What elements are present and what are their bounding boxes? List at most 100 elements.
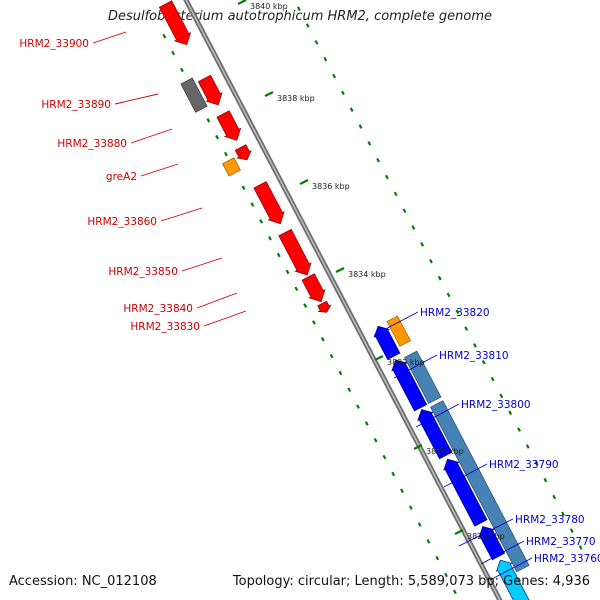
gene-HRM2_33760-arrow [495, 559, 530, 600]
genome-summary-text: Topology: circular; Length: 5,589,073 bp… [232, 574, 590, 589]
guide-line-left-dash [294, 286, 299, 292]
guide-line-left-dash [373, 438, 378, 443]
leader-line-right [458, 518, 514, 547]
scale-tick-label: 3840 kbp [250, 2, 288, 11]
guide-line-right-dash [332, 73, 336, 79]
guide-line-left-dash [179, 67, 184, 73]
guide-line-left-dash [215, 134, 220, 140]
gene-HRM2_33780-arrow [478, 526, 506, 561]
gene-label-HRM2_33780[interactable]: HRM2_33780 [515, 514, 585, 526]
scale-guides [162, 6, 583, 595]
guide-line-left-dash [320, 336, 325, 342]
guide-line-left-dash [276, 252, 281, 258]
rna-gene-box [222, 157, 241, 177]
cds-track-HRM2_33800 [404, 350, 442, 404]
gene-HRM2_33850-arrow [278, 228, 312, 276]
scale-tick-label: 3838 kbp [277, 94, 315, 103]
gene-greA2-arrow [234, 144, 252, 161]
gene-label-HRM2_33840[interactable]: HRM2_33840 [123, 303, 193, 315]
guide-line-left-dash [382, 454, 387, 460]
guide-line-right-dash [552, 494, 557, 500]
leader-line-left [160, 207, 203, 222]
guide-line-left-dash [171, 50, 175, 56]
guide-line-left-dash [268, 235, 272, 241]
gene-pseudo-box [180, 77, 208, 113]
guide-line-right-dash [358, 124, 363, 129]
genome-backbone [183, 0, 503, 600]
leader-line-right [373, 311, 419, 336]
guide-line-left-dash [426, 539, 431, 544]
gene-HRM2_33840-arrow [301, 273, 326, 303]
gene-HRM2_33860-arrow [253, 181, 285, 225]
guide-line-left-dash [206, 118, 211, 123]
gene-label-HRM2_33850[interactable]: HRM2_33850 [108, 266, 178, 278]
guide-line-right-dash [481, 359, 486, 365]
scale-tick-mark [454, 529, 464, 535]
guide-line-right-dash [393, 191, 398, 197]
guide-line-right-dash [473, 343, 477, 348]
guide-line-left-dash [259, 219, 264, 224]
backbone-highlight [185, 0, 501, 600]
guide-line-right-dash [420, 242, 425, 247]
scale-tick-mark [374, 355, 384, 361]
gene-label-HRM2_33890[interactable]: HRM2_33890 [41, 99, 111, 111]
guide-line-right-dash [376, 157, 381, 163]
guide-line-right-dash [367, 141, 372, 146]
scale-tick-mark [299, 179, 309, 185]
guide-line-right-dash [508, 410, 513, 416]
leader-line-right [415, 403, 460, 428]
guide-line-left-dash [224, 151, 228, 157]
guide-line-right-dash [517, 427, 521, 432]
scale-tick-label: 3830 kbp [426, 447, 464, 456]
gene-label-HRM2_33760[interactable]: HRM2_33760 [534, 553, 600, 565]
guide-line-right-dash [578, 545, 583, 550]
leader-line-right [393, 354, 438, 379]
gene-label-HRM2_33810[interactable]: HRM2_33810 [439, 350, 509, 362]
guide-line-left-dash [356, 404, 360, 409]
guide-line-left-dash [408, 505, 413, 510]
leader-line-left [140, 163, 179, 177]
cds-track-HRM2_33790 [430, 400, 530, 573]
leader-line-left [196, 292, 238, 309]
gene-HRM2_33880-arrow [216, 110, 242, 141]
guide-line-right-dash [543, 477, 548, 483]
leader-line-right [480, 540, 525, 565]
guide-line-left-dash [303, 303, 308, 308]
guide-line-left-dash [400, 488, 404, 494]
gene-label-HRM2_33830[interactable]: HRM2_33830 [130, 321, 200, 333]
guide-line-right-dash [525, 444, 530, 449]
gene-label-HRM2_33790[interactable]: HRM2_33790 [489, 459, 559, 471]
scale-ticks: 3840 kbp 3838 kbp 3836 kbp 3834 kbp 3832 kbp… [237, 0, 505, 541]
guide-line-right-dash [385, 174, 389, 180]
accession-text: Accession: NC_012108 [9, 574, 157, 589]
guide-line-right-dash [305, 23, 310, 28]
guide-line-left-dash [241, 185, 246, 191]
gene-label-greA2[interactable]: greA2 [106, 171, 137, 183]
guide-line-left-dash [329, 353, 334, 359]
gene-label-HRM2_33860[interactable]: HRM2_33860 [87, 216, 157, 228]
guide-line-right-dash [429, 258, 433, 264]
gene-label-HRM2_33770[interactable]: HRM2_33770 [526, 536, 596, 548]
scale-tick-label: 3834 kbp [348, 270, 386, 279]
gene-label-HRM2_33800[interactable]: HRM2_33800 [461, 399, 531, 411]
gene-HRM2_33830-arrow [317, 300, 332, 313]
guide-line-right-dash [464, 326, 469, 331]
leader-line-left [130, 128, 173, 144]
scale-tick-label: 3828 kbp [467, 532, 505, 541]
guide-line-right-dash [437, 275, 442, 281]
guide-line-right-dash [569, 528, 574, 533]
gene-label-HRM2_33820[interactable]: HRM2_33820 [420, 307, 490, 319]
guide-line-left-dash [417, 522, 422, 527]
gene-HRM2_33810-arrow [391, 359, 428, 412]
guide-line-left-dash [312, 320, 316, 325]
guide-line-left-dash [364, 421, 369, 426]
gene-label-HRM2_33900[interactable]: HRM2_33900 [19, 38, 89, 50]
guide-line-left-dash [338, 370, 343, 376]
leader-line-right [443, 463, 488, 488]
gene-features [158, 0, 530, 600]
guide-line-left-dash [391, 471, 396, 477]
guide-line-right-dash [296, 6, 301, 11]
gene-label-HRM2_33880[interactable]: HRM2_33880 [57, 138, 127, 150]
